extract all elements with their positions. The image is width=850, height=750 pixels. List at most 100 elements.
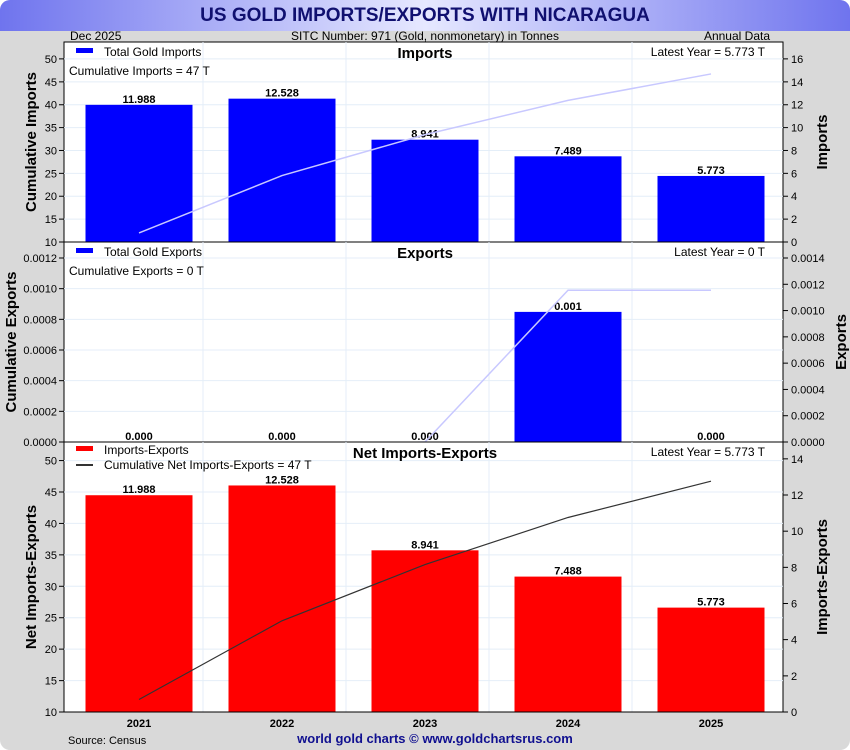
left-tick-label: 30 bbox=[45, 145, 57, 157]
bar-2024 bbox=[514, 311, 622, 442]
left-tick-label: 0.0010 bbox=[23, 284, 57, 296]
right-tick-label: 14 bbox=[791, 454, 803, 466]
left-tick-label: 45 bbox=[45, 487, 57, 499]
cumulative-label: Cumulative Imports = 47 T bbox=[69, 64, 211, 78]
left-tick-label: 0.0000 bbox=[23, 437, 57, 449]
bar-2024 bbox=[514, 156, 622, 242]
left-tick-label: 0.0012 bbox=[23, 253, 57, 265]
legend-label-cumulative: Cumulative Net Imports-Exports = 47 T bbox=[104, 458, 312, 472]
footer-credit: world gold charts © www.goldchartsrus.co… bbox=[296, 731, 573, 746]
bar-2022 bbox=[228, 98, 336, 242]
bar-value-label: 0.001 bbox=[554, 301, 582, 313]
right-axis-title: Imports-Exports bbox=[814, 519, 831, 635]
left-tick-label: 0.0004 bbox=[23, 376, 57, 388]
bar-value-label: 5.773 bbox=[697, 165, 725, 177]
bar-value-label: 7.488 bbox=[554, 566, 582, 578]
right-tick-label: 0.0002 bbox=[791, 411, 825, 423]
legend-swatch bbox=[76, 48, 93, 53]
bar-value-label: 5.773 bbox=[697, 597, 725, 609]
cumulative-line bbox=[401, 289, 711, 442]
bar-2023 bbox=[371, 139, 479, 242]
legend-label: Total Gold Exports bbox=[104, 245, 202, 259]
right-tick-label: 8 bbox=[791, 562, 797, 574]
left-tick-label: 0.0008 bbox=[23, 314, 57, 326]
left-tick-label: 10 bbox=[45, 707, 57, 719]
x-tick-label: 2023 bbox=[413, 718, 437, 730]
left-tick-label: 0.0006 bbox=[23, 345, 57, 357]
left-axis-title: Net Imports-Exports bbox=[23, 505, 40, 649]
chart-title: US GOLD IMPORTS/EXPORTS WITH NICARAGUA bbox=[0, 0, 850, 31]
bar-value-label: 11.988 bbox=[122, 484, 155, 496]
legend-label: Total Gold Imports bbox=[104, 45, 201, 59]
right-tick-label: 0.0008 bbox=[791, 332, 825, 344]
right-tick-label: 6 bbox=[791, 168, 797, 180]
right-tick-label: 16 bbox=[791, 54, 803, 66]
left-tick-label: 25 bbox=[45, 613, 57, 625]
header-date: Dec 2025 bbox=[70, 29, 122, 43]
left-tick-label: 25 bbox=[45, 168, 57, 180]
right-tick-label: 2 bbox=[791, 214, 797, 226]
footer-source: Source: Census bbox=[68, 735, 147, 747]
bar-value-label: 0.000 bbox=[697, 431, 725, 443]
right-tick-label: 0.0004 bbox=[791, 384, 825, 396]
latest-year-label: Latest Year = 5.773 T bbox=[651, 45, 766, 59]
right-tick-label: 0.0014 bbox=[791, 253, 825, 265]
bar-value-label: 0.000 bbox=[268, 431, 296, 443]
bar-value-label: 11.988 bbox=[122, 94, 155, 106]
left-tick-label: 50 bbox=[45, 54, 57, 66]
right-tick-label: 0 bbox=[791, 237, 797, 249]
left-tick-label: 35 bbox=[45, 550, 57, 562]
panel-title: Net Imports-Exports bbox=[353, 445, 497, 462]
panel-title: Imports bbox=[397, 45, 452, 62]
x-tick-label: 2025 bbox=[699, 718, 723, 730]
right-tick-label: 0 bbox=[791, 707, 797, 719]
bar-2024 bbox=[514, 576, 622, 712]
right-axis-title: Imports bbox=[814, 114, 831, 169]
x-tick-label: 2022 bbox=[270, 718, 294, 730]
bar-value-label: 12.528 bbox=[265, 88, 299, 100]
bar-value-label: 12.528 bbox=[265, 474, 299, 486]
right-tick-label: 12 bbox=[791, 100, 803, 112]
bar-2023 bbox=[371, 550, 479, 712]
right-tick-label: 2 bbox=[791, 671, 797, 683]
header-sitc: SITC Number: 971 (Gold, nonmonetary) in … bbox=[291, 29, 559, 43]
legend-swatch-line bbox=[76, 464, 93, 466]
header-frequency: Annual Data bbox=[704, 29, 770, 43]
cumulative-line bbox=[138, 480, 712, 701]
right-tick-label: 10 bbox=[791, 526, 803, 538]
cumulative-label: Cumulative Exports = 0 T bbox=[69, 264, 205, 278]
bar-2021 bbox=[85, 495, 193, 712]
panel-title: Exports bbox=[397, 245, 453, 262]
bar-value-label: 8.941 bbox=[411, 539, 439, 551]
left-tick-label: 15 bbox=[45, 676, 57, 688]
left-tick-label: 35 bbox=[45, 123, 57, 135]
x-tick-label: 2024 bbox=[556, 718, 581, 730]
bar-value-label: 0.000 bbox=[125, 431, 153, 443]
latest-year-label: Latest Year = 5.773 T bbox=[651, 445, 766, 459]
right-tick-label: 0.0012 bbox=[791, 279, 825, 291]
left-axis-title: Cumulative Exports bbox=[3, 272, 20, 413]
bar-2022 bbox=[228, 485, 336, 712]
right-tick-label: 0.0000 bbox=[791, 437, 825, 449]
right-tick-label: 14 bbox=[791, 77, 803, 89]
right-axis-title: Exports bbox=[833, 314, 850, 370]
legend-swatch bbox=[76, 446, 93, 451]
left-tick-label: 20 bbox=[45, 191, 57, 203]
legend-swatch bbox=[76, 248, 93, 253]
left-tick-label: 40 bbox=[45, 100, 57, 112]
right-tick-label: 12 bbox=[791, 490, 803, 502]
left-tick-label: 50 bbox=[45, 456, 57, 468]
left-tick-label: 45 bbox=[45, 77, 57, 89]
bar-2021 bbox=[85, 104, 193, 243]
left-tick-label: 40 bbox=[45, 518, 57, 530]
left-tick-label: 30 bbox=[45, 581, 57, 593]
right-tick-label: 4 bbox=[791, 191, 797, 203]
left-axis-title: Cumulative Imports bbox=[23, 72, 40, 212]
right-tick-label: 0.0006 bbox=[791, 358, 825, 370]
cumulative-line bbox=[138, 73, 712, 234]
bar-2025 bbox=[657, 175, 765, 242]
right-tick-label: 8 bbox=[791, 145, 797, 157]
right-tick-label: 4 bbox=[791, 635, 797, 647]
right-tick-label: 0.0010 bbox=[791, 306, 825, 318]
